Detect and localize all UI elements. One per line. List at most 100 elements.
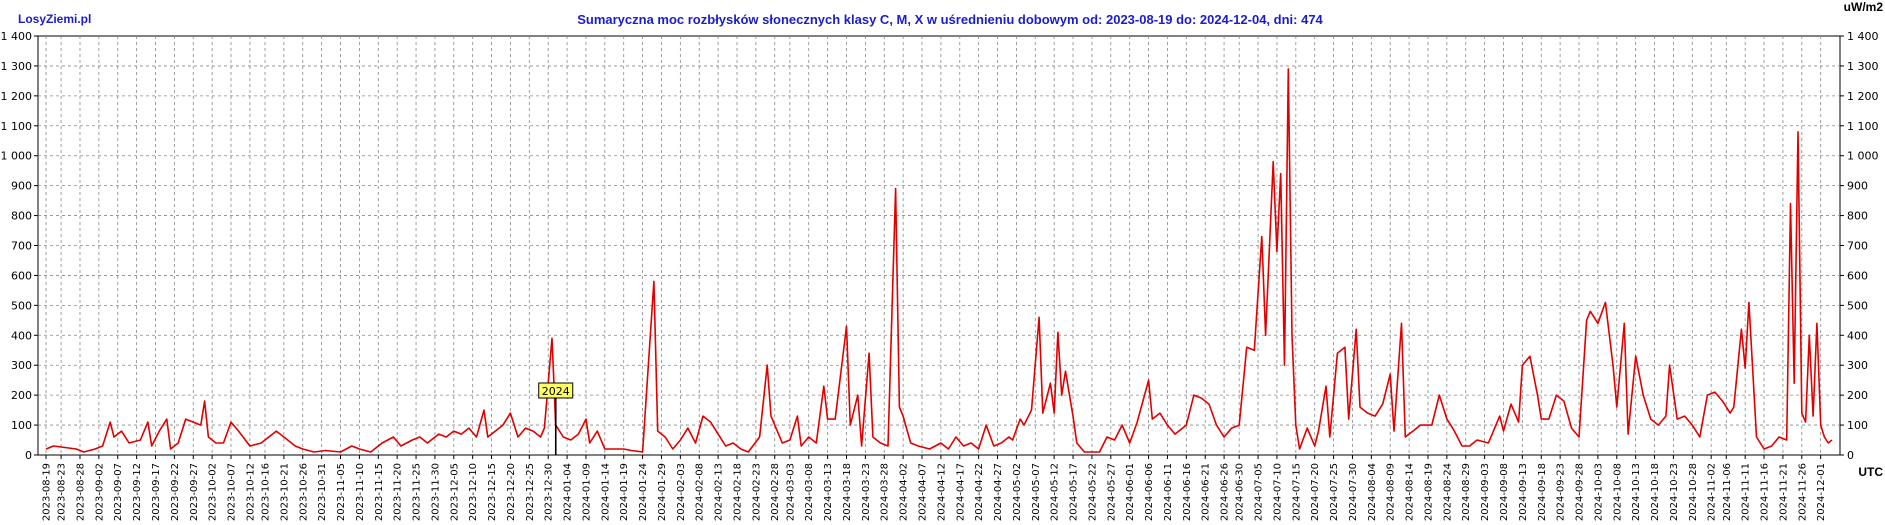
y-tick-label: 200 [11, 389, 32, 402]
x-tick-label: 2023-12-25 [525, 463, 536, 521]
x-tick-label: 2023-11-15 [374, 463, 385, 521]
y-tick-label-right: 700 [1847, 240, 1868, 253]
x-tick-label: 2024-03-18 [842, 463, 853, 521]
x-tick-label: 2024-01-04 [563, 463, 574, 521]
x-tick-label: 2024-09-03 [1480, 463, 1491, 521]
x-tick-label: 2024-03-03 [785, 463, 796, 521]
y-axis-right: 0 100 200 300 400 500 600 700 800 900 1 000 1 100 1 … [1840, 30, 1879, 462]
x-tick-label: 2023-09-12 [132, 463, 143, 521]
x-tick-label: 2024-09-13 [1518, 463, 1529, 521]
x-tick-label: 2024-04-27 [993, 463, 1004, 521]
x-tick-label: 2024-01-24 [638, 463, 649, 521]
x-tick-label: 2024-04-22 [974, 463, 985, 521]
x-tick-label: 2024-10-13 [1631, 463, 1642, 521]
x-tick-label: 2024-08-19 [1424, 463, 1435, 521]
y-tick-label: 0 [25, 449, 32, 462]
x-tick-label: 2024-04-02 [899, 463, 910, 521]
x-tick-label: 2023-08-19 [42, 463, 53, 521]
y-tick-label-right: 300 [1847, 359, 1868, 372]
y-tick-label: 300 [11, 359, 32, 372]
x-tick-label: 2024-01-09 [582, 463, 593, 521]
y-tick-label-right: 1 200 [1847, 90, 1879, 103]
x-tick-label: 2024-06-06 [1144, 463, 1155, 521]
x-tick-label: 2023-12-05 [449, 463, 460, 521]
x-tick-label: 2023-08-28 [76, 463, 87, 521]
series-line [45, 68, 1833, 453]
x-tick-label: 2024-10-28 [1688, 463, 1699, 521]
x-tick-label: 2024-02-18 [733, 463, 744, 521]
year-marker: 2024 [538, 382, 574, 455]
x-tick-label: 2024-06-21 [1201, 463, 1212, 521]
y-tick-label: 500 [11, 299, 32, 312]
x-tick-label: 2024-04-07 [918, 463, 929, 521]
y-tick-label: 400 [11, 329, 32, 342]
y-axis-left: 0 100 200 300 400 500 600 700 800 900 1 000 1 100 1 … [1, 30, 38, 462]
x-tick-label: 2023-11-25 [412, 463, 423, 521]
y-tick-label: 900 [11, 180, 32, 193]
y-tick-label-right: 1 000 [1847, 150, 1879, 163]
x-tick-label: 2024-06-16 [1182, 463, 1193, 521]
x-tick-label: 2024-03-08 [804, 463, 815, 521]
x-tick-label: 2024-05-12 [1050, 463, 1061, 521]
x-tick-label: 2024-02-13 [714, 463, 725, 521]
chart-title: Sumaryczna moc rozbłysków słonecznych kl… [577, 12, 1323, 27]
unit-label: uW/m2 [1844, 0, 1884, 14]
x-tick-label: 2024-07-10 [1272, 463, 1283, 521]
brand-logo: LosyZiemi.pl [18, 12, 91, 26]
x-tick-label: 2024-07-30 [1348, 463, 1359, 521]
x-tick-label: 2023-10-16 [261, 463, 272, 521]
y-tick-label-right: 1 300 [1847, 60, 1879, 73]
x-tick-label: 2024-07-05 [1254, 463, 1265, 521]
y-tick-label: 1 000 [1, 150, 33, 163]
x-tick-label: 2023-09-17 [151, 463, 162, 521]
x-tick-label: 2024-08-09 [1386, 463, 1397, 521]
x-tick-label: 2024-01-29 [657, 463, 668, 521]
x-tick-label: 2023-09-07 [113, 463, 124, 521]
year-marker-box [538, 382, 574, 399]
x-tick-label: 2023-10-12 [245, 463, 256, 521]
x-tick-label: 2023-09-02 [94, 463, 105, 521]
x-tick-label: 2024-05-07 [1031, 463, 1042, 521]
x-tick-label: 2023-11-10 [355, 463, 366, 521]
y-tick-label-right: 600 [1847, 269, 1868, 282]
x-tick-label: 2024-02-23 [751, 463, 762, 521]
x-tick-label: 2023-12-20 [506, 463, 517, 521]
x-tick-label: 2024-12-01 [1816, 463, 1827, 521]
x-tick-label: 2024-04-17 [955, 463, 966, 521]
x-tick-label: 2023-12-10 [468, 463, 479, 521]
x-tick-label: 2024-11-16 [1760, 463, 1771, 521]
x-tick-label: 2024-06-11 [1163, 463, 1174, 521]
y-tick-label: 1 100 [1, 120, 33, 133]
y-tick-label-right: 100 [1847, 419, 1868, 432]
x-tick-label: 2024-11-06 [1722, 463, 1733, 521]
y-tick-label-right: 400 [1847, 329, 1868, 342]
x-tick-label: 2024-06-30 [1235, 463, 1246, 521]
x-tick-label: 2024-11-21 [1778, 463, 1789, 521]
x-tick-label: 2023-09-27 [189, 463, 200, 521]
x-tick-label: 2024-11-02 [1707, 463, 1718, 521]
x-tick-label: 2024-05-02 [1012, 463, 1023, 521]
y-tick-label: 1 200 [1, 90, 33, 103]
x-tick-label: 2024-02-03 [676, 463, 687, 521]
y-tick-label: 700 [11, 240, 32, 253]
y-tick-label-right: 0 [1847, 449, 1854, 462]
x-tick-label: 2024-05-17 [1069, 463, 1080, 521]
x-tick-label: 2024-03-13 [823, 463, 834, 521]
x-tick-label: 2024-06-26 [1220, 463, 1231, 521]
x-tick-label: 2023-10-07 [227, 463, 238, 521]
y-tick-label-right: 1 400 [1847, 30, 1879, 43]
y-tick-label-right: 500 [1847, 299, 1868, 312]
x-tick-label: 2024-10-08 [1612, 463, 1623, 521]
x-tick-label: 2023-08-23 [57, 463, 68, 521]
x-tick-label: 2024-08-24 [1442, 463, 1453, 521]
x-tick-label: 2023-10-02 [208, 463, 219, 521]
y-tick-label: 800 [11, 210, 32, 223]
x-tick-label: 2024-10-23 [1669, 463, 1680, 521]
x-tick-label: 2024-01-14 [600, 463, 611, 521]
x-tick-label: 2024-11-26 [1797, 463, 1808, 521]
y-tick-label-right: 1 100 [1847, 120, 1879, 133]
x-tick-label: 2024-02-08 [695, 463, 706, 521]
x-tick-label: 2023-10-26 [298, 463, 309, 521]
x-tick-label: 2023-11-20 [393, 463, 404, 521]
utc-label: UTC [1858, 465, 1883, 479]
